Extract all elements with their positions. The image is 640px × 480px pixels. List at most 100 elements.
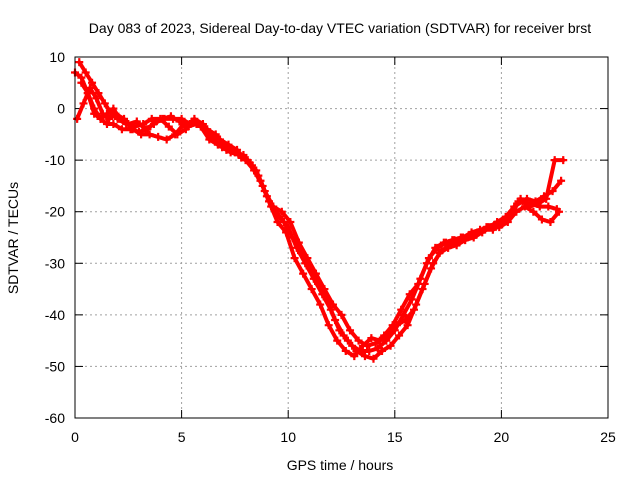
data-point	[452, 241, 461, 250]
data-point	[311, 269, 320, 278]
data-point	[371, 339, 380, 348]
x-axis-label: GPS time / hours	[287, 457, 394, 473]
data-point	[320, 285, 329, 294]
data-point	[85, 83, 94, 92]
y-tick-label: -10	[45, 152, 65, 168]
data-point	[83, 89, 92, 98]
data-point	[557, 176, 566, 185]
data-point	[333, 336, 342, 345]
data-point	[282, 228, 291, 237]
data-point	[292, 243, 301, 252]
data-point	[427, 264, 436, 273]
data-series	[71, 58, 568, 363]
data-point	[75, 58, 84, 67]
data-point	[77, 78, 86, 87]
x-tick-label: 10	[280, 429, 296, 445]
data-point	[286, 218, 295, 227]
data-point	[137, 130, 146, 139]
data-point	[183, 122, 192, 131]
data-point	[405, 290, 414, 299]
data-point	[418, 285, 427, 294]
data-point	[414, 279, 423, 288]
data-point	[542, 194, 551, 203]
data-point	[456, 233, 465, 242]
data-point	[209, 135, 218, 144]
data-point	[303, 254, 312, 263]
data-point	[399, 310, 408, 319]
data-point	[147, 114, 156, 123]
data-point	[226, 148, 235, 157]
data-point	[273, 218, 282, 227]
data-point	[326, 305, 335, 314]
data-point	[162, 135, 171, 144]
data-point	[141, 125, 150, 134]
data-point	[201, 125, 210, 134]
data-point	[218, 143, 227, 152]
y-axis-label: SDTVAR / TECUs	[5, 182, 21, 294]
x-tick-label: 25	[600, 429, 616, 445]
data-point	[499, 215, 508, 224]
data-point	[132, 117, 141, 126]
data-point	[363, 341, 372, 350]
data-point	[495, 223, 504, 232]
data-point	[395, 331, 404, 340]
data-point	[90, 104, 99, 113]
data-point	[354, 336, 363, 345]
data-point	[100, 99, 109, 108]
data-point	[224, 140, 233, 149]
data-point	[544, 202, 553, 211]
data-point	[128, 125, 137, 134]
data-point	[403, 321, 412, 330]
data-point	[537, 215, 546, 224]
data-point	[145, 130, 154, 139]
data-point	[367, 334, 376, 343]
data-point	[337, 310, 346, 319]
x-tick-label: 15	[387, 429, 403, 445]
x-tick-label: 0	[71, 429, 79, 445]
data-point	[444, 243, 453, 252]
data-point	[350, 352, 359, 361]
data-point	[401, 316, 410, 325]
data-point	[409, 305, 418, 314]
data-point	[88, 78, 97, 87]
data-point	[290, 254, 299, 263]
grid-lines	[75, 57, 608, 418]
data-point	[94, 89, 103, 98]
y-tick-label: -40	[45, 307, 65, 323]
data-point	[533, 199, 542, 208]
data-point	[328, 300, 337, 309]
data-point	[260, 187, 269, 196]
data-point	[516, 194, 525, 203]
data-point	[439, 238, 448, 247]
x-tick-label: 5	[178, 429, 186, 445]
tick-labels: 0 5 10 15 20 25 -60 -50 -40 -30 -20 -10 0 10	[45, 49, 616, 445]
data-point	[299, 269, 308, 278]
data-point	[503, 218, 512, 227]
x-tick-label: 20	[494, 429, 510, 445]
chart-title: Day 083 of 2023, Sidereal Day-to-day VTE…	[89, 20, 591, 36]
data-point	[235, 150, 244, 159]
data-point	[422, 259, 431, 268]
data-point	[109, 104, 118, 113]
data-point	[546, 218, 555, 227]
data-point	[335, 326, 344, 335]
data-point	[373, 344, 382, 353]
data-point	[559, 156, 568, 165]
data-point	[529, 207, 538, 216]
data-point	[473, 228, 482, 237]
data-point	[550, 156, 559, 165]
data-point	[386, 341, 395, 350]
data-point	[324, 321, 333, 330]
data-point	[448, 236, 457, 245]
data-point	[192, 120, 201, 129]
y-tick-label: 10	[49, 49, 65, 65]
data-point	[105, 114, 114, 123]
data-point	[346, 326, 355, 335]
data-point	[491, 220, 500, 229]
y-tick-label: -60	[45, 410, 65, 426]
data-point	[158, 114, 167, 123]
data-point	[341, 346, 350, 355]
data-point	[407, 295, 416, 304]
y-tick-label: 0	[57, 101, 65, 117]
